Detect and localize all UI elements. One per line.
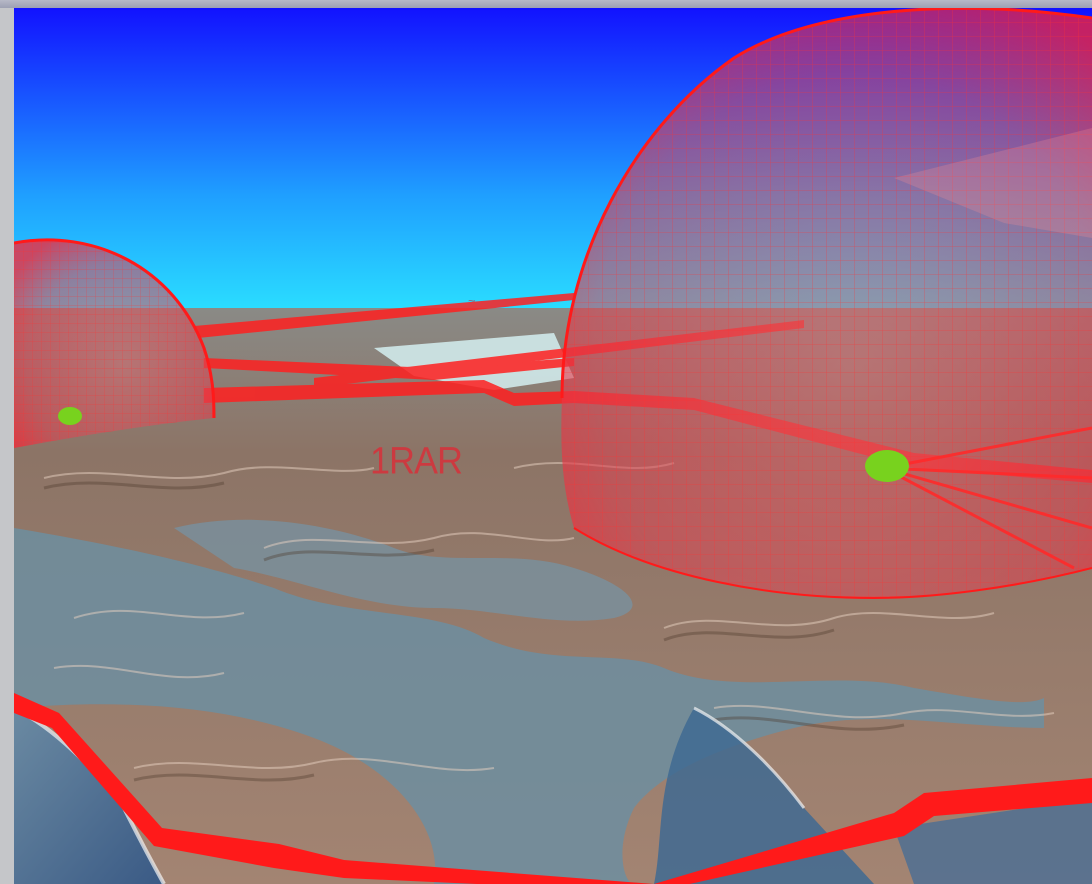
unit-marker-right	[865, 450, 909, 482]
shadows	[43, 481, 905, 782]
ocean	[14, 708, 164, 884]
unit-label-1rar: 1RAR	[370, 438, 463, 482]
left-gutter	[0, 8, 14, 884]
unit-marker-left	[58, 407, 82, 425]
threat-dome-right	[560, 8, 1092, 600]
terrain-viewport[interactable]: ~ 1RAR	[14, 8, 1092, 884]
far-unit-label: ~	[468, 293, 476, 308]
scene-svg	[14, 8, 1092, 884]
inland-water-north	[174, 519, 633, 621]
threat-dome-left	[14, 238, 216, 448]
surf-right	[693, 706, 806, 809]
ocean-lower-right	[894, 798, 1092, 884]
boundary-ribbon	[14, 693, 1092, 884]
inland-water	[14, 528, 1044, 884]
